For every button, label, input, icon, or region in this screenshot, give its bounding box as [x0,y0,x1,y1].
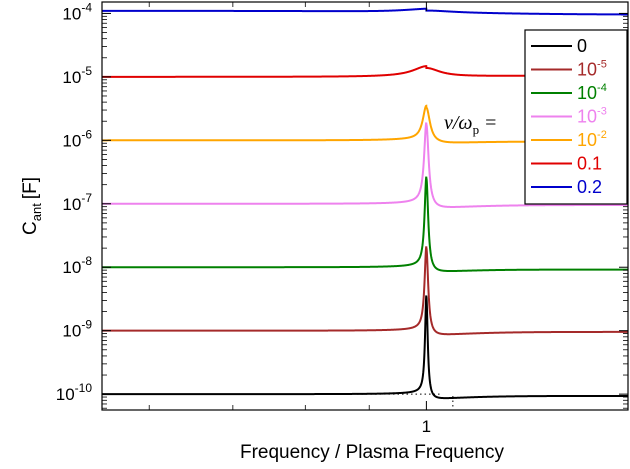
series-layer [102,7,628,410]
y-tick-label-base: 10 [62,258,81,277]
legend-title-eq: = [485,112,496,134]
y-tick-label: 10-6 [62,127,92,150]
y-axis-title-main: C [20,221,41,235]
series-line-3 [102,176,628,273]
legend-title-sub: p [473,122,480,137]
series-line-1 [102,295,628,400]
legend-label-base: 0.2 [577,177,602,197]
legend-label-base: 0.1 [577,154,602,174]
y-tick-label-exp: -4 [81,0,92,14]
series-line-7 [102,7,628,16]
y-tick-label-exp: -6 [81,127,92,141]
y-tick-label-exp: -8 [81,254,92,268]
y-tick-label-base: 10 [62,4,81,23]
y-tick-label: 10-7 [62,191,92,214]
y-tick-label: 10-8 [62,254,92,277]
legend-item: 10-2 [531,129,607,150]
y-tick-label: 10-10 [56,381,93,404]
y-axis-title-sub: ant [29,203,44,221]
series-line-5 [102,104,628,144]
y-tick-label-exp: -5 [81,64,92,78]
legend-title-main: ν/ω [444,112,473,134]
y-tick-label-exp: -9 [81,318,92,332]
legend-label-base: 10 [577,60,597,80]
y-tick-label: 10-9 [62,318,92,341]
legend-label-base: 10 [577,130,597,150]
legend-label-exp: -2 [597,129,607,141]
legend-label: 10-4 [577,82,607,103]
y-tick-label: 10-4 [62,0,92,23]
y-tick-label-base: 10 [62,131,81,150]
y-tick-label: 10-5 [62,64,92,87]
y-axis-title-unit: [F] [20,177,41,199]
series-line-2 [102,246,628,336]
x-axis-title: Frequency / Plasma Frequency [240,442,505,463]
legend-label: 0.2 [577,177,602,197]
y-tick-label-base: 10 [62,68,81,87]
legend-label: 10-3 [577,106,607,127]
y-tick-label-base: 10 [56,385,75,404]
legend-item: 0.1 [531,154,602,174]
legend-item: 10-4 [531,82,607,103]
legend-label: 0.1 [577,154,602,174]
legend: 010-510-410-310-20.10.2 ν/ωp = [444,29,628,205]
legend-label: 10-5 [577,59,607,80]
x-tick-label: 1 [422,417,431,436]
legend-label: 0 [577,36,587,56]
legend-label-base: 10 [577,107,597,127]
series-line-4 [102,122,628,208]
legend-item: 0.2 [531,177,602,197]
legend-item: 10-5 [531,59,607,80]
legend-label-exp: -3 [597,106,607,118]
legend-label-exp: -5 [597,59,607,71]
legend-item: 0 [531,36,587,56]
y-tick-label-exp: -10 [75,381,93,395]
plot-frame [101,1,629,411]
legend-label: 10-2 [577,129,607,150]
legend-label-base: 10 [577,83,597,103]
legend-items: 010-510-410-310-20.10.2 [531,36,607,197]
series-line-6 [102,65,628,78]
y-tick-label-exp: -7 [81,191,92,205]
legend-title: ν/ωp = [444,112,496,137]
legend-label-exp: -4 [597,82,607,94]
y-axis-title: Cant [F] [20,177,44,235]
y-tick-label-base: 10 [62,195,81,214]
legend-item: 10-3 [531,106,607,127]
y-tick-label-base: 10 [62,322,81,341]
legend-label-base: 0 [577,36,587,56]
